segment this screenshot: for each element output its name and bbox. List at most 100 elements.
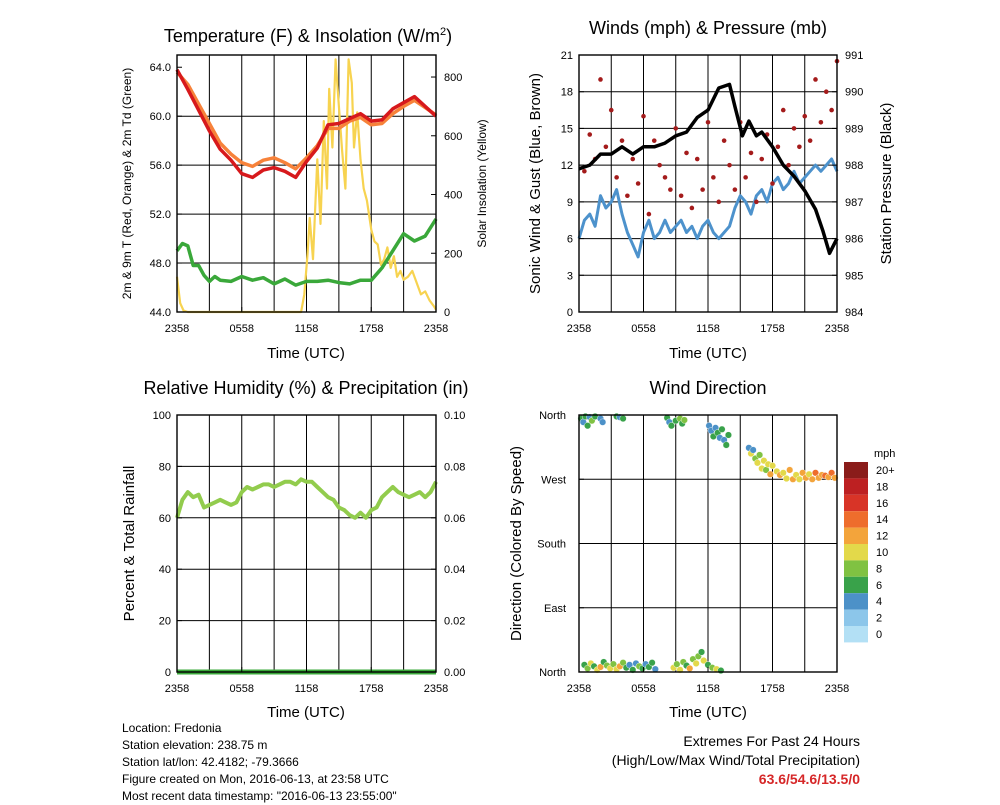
temperature-ytick-label: 44.0	[150, 307, 171, 319]
colorbar-label: 6	[876, 580, 882, 592]
humidity-xtick-label: 2358	[424, 683, 448, 695]
colorbar-label: 14	[876, 514, 888, 526]
colorbar-label: 2	[876, 613, 882, 625]
winds-gust-point	[630, 156, 636, 162]
winds-gust-point	[662, 175, 668, 180]
winds-ytick-right-label: 987	[845, 197, 863, 209]
winds-gust-point	[651, 138, 657, 143]
direction-ylabel-left: Direction (Colored By Speed)	[508, 446, 525, 641]
direction-point	[686, 664, 694, 672]
humidity-ylabel-left: Percent & Total Rainfall	[121, 466, 138, 622]
temperature-ytick-label: 64.0	[150, 62, 171, 74]
winds-ytick-label: 6	[567, 234, 573, 246]
colorbar-swatch	[844, 462, 868, 479]
colorbar-swatch	[844, 494, 868, 512]
direction-ytick-label: North	[539, 410, 566, 422]
winds-line-sonic-wind	[577, 157, 839, 259]
winds-gust-point	[694, 156, 700, 162]
temperature-line-solar-insolation	[175, 58, 437, 314]
colorbar-swatch	[844, 560, 868, 577]
winds-gust-point	[705, 120, 711, 125]
winds-ytick-right-label: 989	[845, 123, 863, 135]
winds-series	[577, 58, 840, 259]
temperature-xtick-label: 1758	[359, 323, 383, 335]
winds-gust-point	[791, 126, 797, 131]
winds-xtick-label: 2358	[825, 323, 849, 335]
direction-point	[808, 475, 816, 483]
winds-ytick-right-label: 985	[845, 270, 863, 282]
recent-timestamp: Most recent data timestamp: "2016-06-13 …	[122, 789, 397, 803]
colorbar-swatch	[844, 478, 868, 495]
temperature-panel: Temperature (F) & Insolation (W/m2) 2358…	[120, 26, 489, 362]
humidity-xtick-label: 2358	[165, 683, 189, 695]
temperature-grid	[177, 55, 436, 312]
winds-gust-point	[641, 113, 646, 119]
winds-ytick-right-label: 986	[845, 234, 863, 246]
temperature-xtick-label: 1158	[295, 323, 319, 335]
direction-grid	[579, 415, 837, 672]
temperature-xlabel: Time (UTC)	[267, 345, 345, 362]
winds-gust-point	[657, 162, 662, 168]
temperature-title: Temperature (F) & Insolation (W/m2)	[164, 26, 452, 46]
station-latlon: Station lat/lon: 42.4182; -79.3666	[122, 755, 299, 769]
colorbar-swatch	[844, 576, 868, 594]
winds-gust-point	[754, 199, 759, 205]
temperature-xtick-label: 0558	[230, 323, 254, 335]
winds-gust-point	[721, 138, 727, 143]
winds-ytick-label: 12	[561, 160, 573, 172]
temperature-line-9m-t	[175, 70, 437, 171]
direction-point	[786, 466, 794, 474]
humidity-xtick-label: 1158	[295, 683, 319, 695]
extremes-values: 63.6/54.6/13.5/0	[758, 771, 860, 787]
winds-ytick-label: 9	[567, 197, 573, 209]
direction-point	[599, 418, 607, 426]
direction-point	[698, 648, 706, 656]
colorbar-swatch	[844, 544, 868, 561]
direction-point	[812, 469, 820, 477]
direction-point	[718, 425, 726, 433]
winds-gust-point	[619, 138, 625, 143]
winds-axes: 2358 0558 1158 1758 2358 0 3 6 9 12 15 18 21 984 985 98…	[561, 50, 864, 335]
winds-ytick-right-label: 988	[845, 160, 863, 172]
humidity-ytick-label: 80	[159, 461, 171, 473]
winds-line-station-pressure	[578, 82, 839, 256]
direction-series	[577, 412, 839, 675]
winds-gust-point	[732, 187, 738, 192]
winds-gust-point	[673, 126, 679, 131]
winds-gust-point	[770, 181, 775, 186]
winds-gust-point	[635, 181, 641, 186]
winds-gust-point	[603, 144, 609, 150]
winds-gust-point	[700, 187, 705, 192]
winds-xtick-label: 2358	[567, 323, 591, 335]
humidity-ytick-label: 40	[159, 564, 171, 576]
temperature-axes: 2358 0558 1158 1758 2358 44.0 48.0 52.0 56.0 60.0…	[150, 62, 463, 335]
winds-gust-point	[598, 77, 603, 82]
direction-point	[795, 475, 803, 483]
direction-point	[828, 469, 836, 477]
speed-colorbar: mph 20+ 18 16 14 12 10 8 6 4 2 0	[844, 448, 895, 643]
winds-gust-point	[743, 175, 748, 180]
direction-title: Wind Direction	[649, 378, 766, 398]
direction-point	[782, 475, 790, 483]
winds-title: Winds (mph) & Pressure (mb)	[589, 18, 827, 38]
winds-xtick-label: 1758	[760, 323, 784, 335]
humidity-line-rh	[175, 477, 438, 520]
temperature-line-2m-t	[175, 68, 438, 180]
direction-point	[749, 446, 757, 454]
winds-gust-point	[668, 187, 673, 192]
winds-gust-point	[614, 175, 619, 180]
colorbar-label: 12	[876, 531, 888, 543]
winds-gust-point	[587, 132, 593, 137]
direction-xtick-label: 1158	[696, 683, 720, 695]
colorbar-label: 4	[876, 596, 882, 608]
humidity-title: Relative Humidity (%) & Precipitation (i…	[143, 378, 468, 398]
humidity-ytick-label: 60	[159, 513, 171, 525]
winds-gust-point	[625, 193, 630, 199]
direction-ytick-label: East	[544, 603, 566, 615]
humidity-ytick-right-label: 0.02	[444, 616, 465, 628]
winds-gust-point	[689, 205, 695, 211]
winds-gust-point	[727, 162, 732, 168]
temperature-xtick-label: 2358	[165, 323, 189, 335]
winds-gust-point	[818, 120, 824, 125]
